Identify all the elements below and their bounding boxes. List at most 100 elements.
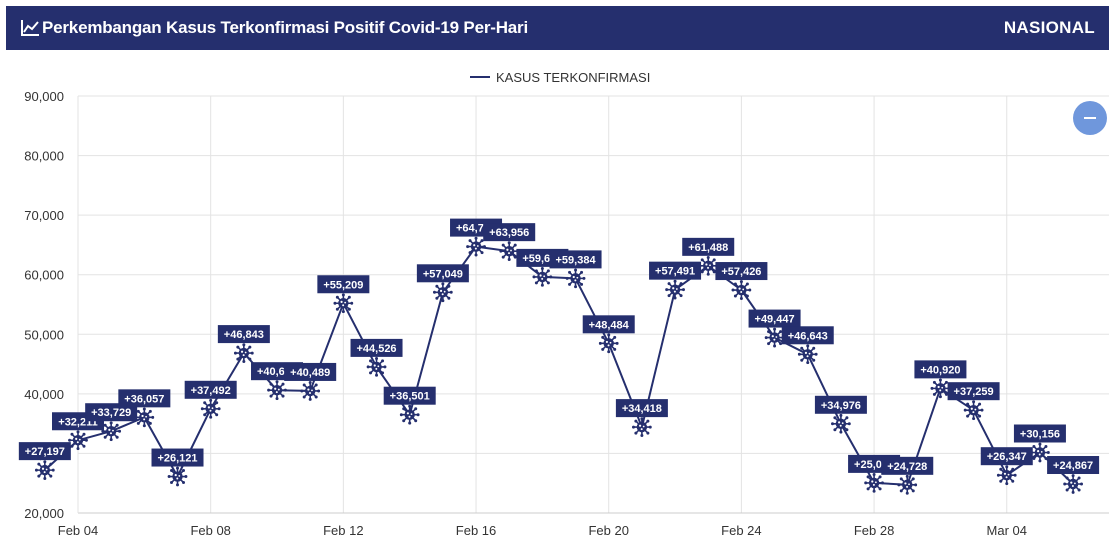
virus-icon[interactable] xyxy=(233,343,254,364)
data-point[interactable] xyxy=(565,268,586,289)
data-point[interactable] xyxy=(897,474,918,495)
data-point[interactable] xyxy=(233,343,254,364)
virus-icon[interactable] xyxy=(366,356,387,377)
data-point[interactable] xyxy=(333,293,354,314)
virus-icon[interactable] xyxy=(1029,442,1050,463)
virus-icon[interactable] xyxy=(764,327,785,348)
virus-icon[interactable] xyxy=(267,380,288,401)
data-label: +40,489 xyxy=(284,362,337,381)
virus-icon[interactable] xyxy=(167,466,188,487)
virus-icon[interactable] xyxy=(532,266,553,287)
data-point[interactable] xyxy=(68,430,88,451)
data-label: +57,491 xyxy=(649,261,702,280)
y-tick-label: 80,000 xyxy=(24,149,64,164)
data-label-text: +40,489 xyxy=(290,367,330,379)
virus-icon[interactable] xyxy=(1063,474,1084,495)
data-label-text: +61,488 xyxy=(688,242,728,254)
y-tick-label: 50,000 xyxy=(24,327,64,342)
data-point[interactable] xyxy=(300,380,321,401)
virus-icon[interactable] xyxy=(830,413,851,434)
virus-icon[interactable] xyxy=(897,474,918,495)
data-point[interactable] xyxy=(134,407,155,428)
virus-icon[interactable] xyxy=(300,380,321,401)
data-point[interactable] xyxy=(366,356,387,377)
virus-icon[interactable] xyxy=(930,378,951,399)
virus-icon[interactable] xyxy=(333,293,354,314)
data-point[interactable] xyxy=(631,417,652,438)
data-label: +30,156 xyxy=(1013,424,1066,443)
data-label-box xyxy=(682,237,735,256)
data-label-box xyxy=(184,380,237,399)
data-point[interactable] xyxy=(399,404,420,425)
virus-icon[interactable] xyxy=(134,407,155,428)
data-point[interactable] xyxy=(963,400,984,421)
data-point[interactable] xyxy=(466,236,487,257)
data-label-text: +24,867 xyxy=(1053,460,1093,472)
zoom-out-button[interactable] xyxy=(1073,101,1107,135)
data-point[interactable] xyxy=(797,344,818,365)
data-point[interactable] xyxy=(432,282,453,303)
data-point[interactable] xyxy=(532,266,553,287)
data-point[interactable] xyxy=(1029,442,1050,463)
data-point[interactable] xyxy=(665,279,686,300)
data-label-box xyxy=(151,448,204,467)
data-point[interactable] xyxy=(764,327,785,348)
data-point[interactable] xyxy=(864,472,885,493)
data-point[interactable] xyxy=(598,333,619,354)
data-label: +26,347 xyxy=(980,447,1033,466)
virus-icon[interactable] xyxy=(34,460,55,481)
virus-icon[interactable] xyxy=(665,279,686,300)
data-label: +37,259 xyxy=(947,382,1000,401)
data-label: +48,484 xyxy=(582,315,635,334)
data-label-box xyxy=(483,223,536,242)
legend[interactable]: KASUS TERKONFIRMASI xyxy=(470,70,650,85)
data-point[interactable] xyxy=(1063,474,1084,495)
x-tick-label: Feb 16 xyxy=(456,523,496,538)
virus-icon[interactable] xyxy=(963,400,984,421)
data-label: +34,418 xyxy=(615,399,668,418)
virus-icon[interactable] xyxy=(631,417,652,438)
virus-icon[interactable] xyxy=(565,268,586,289)
data-label-box xyxy=(549,250,602,269)
virus-icon[interactable] xyxy=(399,404,420,425)
x-tick-label: Feb 12 xyxy=(323,523,363,538)
data-point[interactable] xyxy=(200,398,221,419)
data-point[interactable] xyxy=(731,280,752,301)
line-chart-icon xyxy=(21,20,39,36)
virus-icon[interactable] xyxy=(200,398,221,419)
data-label-text: +57,426 xyxy=(721,266,761,278)
legend-label[interactable]: KASUS TERKONFIRMASI xyxy=(496,70,650,85)
minus-icon xyxy=(1084,117,1096,119)
data-point[interactable] xyxy=(930,378,951,399)
virus-icon[interactable] xyxy=(432,282,453,303)
virus-icon[interactable] xyxy=(731,280,752,301)
virus-icon[interactable] xyxy=(101,421,122,442)
data-point[interactable] xyxy=(996,465,1017,486)
data-point[interactable] xyxy=(830,413,851,434)
virus-icon[interactable] xyxy=(598,333,619,354)
virus-icon[interactable] xyxy=(499,241,520,262)
virus-icon[interactable] xyxy=(68,430,88,451)
chart-title: Perkembangan Kasus Terkonfirmasi Positif… xyxy=(42,18,528,37)
virus-icon[interactable] xyxy=(996,465,1017,486)
data-label-box xyxy=(1047,456,1100,475)
region-label: NASIONAL xyxy=(1003,18,1095,37)
data-point[interactable] xyxy=(499,241,520,262)
virus-icon[interactable] xyxy=(797,344,818,365)
virus-icon[interactable] xyxy=(466,236,487,257)
data-label-box xyxy=(715,262,768,281)
virus-icon[interactable] xyxy=(698,255,719,276)
data-point[interactable] xyxy=(267,380,288,401)
data-label: +61,488 xyxy=(682,237,735,256)
data-point[interactable] xyxy=(101,421,122,442)
data-label-box xyxy=(217,325,270,344)
data-point[interactable] xyxy=(698,255,719,276)
data-label-box xyxy=(118,389,171,408)
data-point[interactable] xyxy=(167,466,188,487)
data-label-text: +37,259 xyxy=(954,386,994,398)
data-label-text: +63,956 xyxy=(489,227,529,239)
data-label-text: +57,491 xyxy=(655,266,695,278)
virus-icon[interactable] xyxy=(864,472,885,493)
data-point[interactable] xyxy=(34,460,55,481)
data-label-box xyxy=(383,386,436,405)
